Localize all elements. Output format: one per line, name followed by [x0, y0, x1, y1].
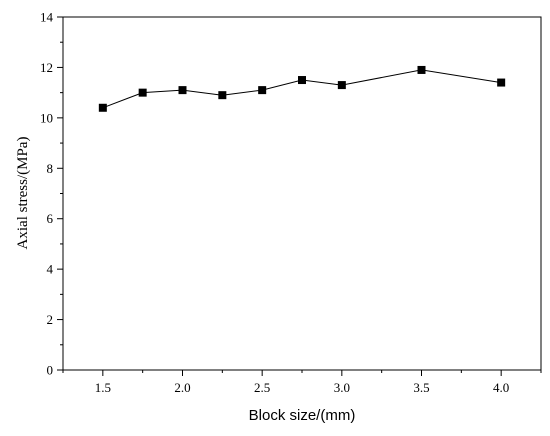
data-point-marker: [258, 86, 267, 95]
axes: [62, 16, 542, 371]
y-tick-label: 0: [47, 363, 54, 378]
y-tick-label: 14: [40, 10, 54, 25]
tick-labels: 1.5 2.0 2.5 3.0 3.5 4.0 0 2 4 6 8 10 12 14: [40, 10, 509, 396]
y-tick-label: 12: [40, 60, 53, 75]
data-point-marker: [178, 86, 187, 95]
data-point-marker: [417, 65, 426, 74]
x-axis-title: Block size/(mm): [249, 407, 356, 424]
x-tick-label: 3.0: [334, 380, 350, 395]
x-tick-label: 2.0: [174, 380, 190, 395]
ticks: [57, 16, 542, 376]
data-point-marker: [497, 78, 506, 87]
plot-frame: [62, 16, 542, 371]
y-tick-label: 6: [47, 211, 54, 226]
x-tick-label: 4.0: [493, 380, 509, 395]
y-tick-label: 4: [47, 262, 54, 277]
data-point-marker: [98, 103, 107, 112]
data-point-marker: [337, 81, 346, 90]
y-axis-title: Axial stress/(MPa): [15, 137, 31, 250]
data-point-marker: [138, 88, 147, 97]
series-line: [102, 69, 502, 109]
data-point-marker: [218, 91, 227, 100]
x-tick-label: 2.5: [254, 380, 270, 395]
y-tick-label: 10: [40, 110, 53, 125]
data-series: [98, 65, 506, 112]
y-tick-label: 2: [47, 312, 54, 327]
y-tick-label: 8: [47, 161, 54, 176]
x-tick-label: 1.5: [95, 380, 111, 395]
data-point-marker: [298, 76, 306, 85]
x-tick-label: 3.5: [413, 380, 429, 395]
